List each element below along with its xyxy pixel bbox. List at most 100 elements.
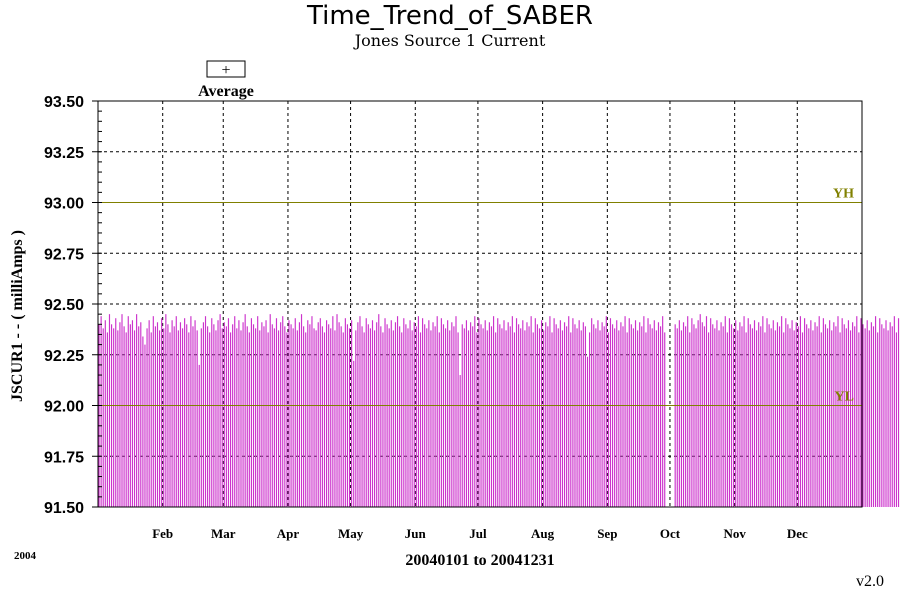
bar (626, 332, 628, 507)
x-tick-label: Mar (211, 526, 236, 541)
bar (161, 318, 163, 507)
bar (332, 316, 334, 507)
bar (361, 326, 363, 507)
bar (678, 320, 680, 507)
bar (167, 324, 169, 507)
bar (643, 316, 645, 507)
bar (722, 326, 724, 507)
bar (357, 322, 359, 507)
bar (123, 326, 125, 507)
bar (217, 320, 219, 507)
bar (814, 322, 816, 507)
x-tick-label: Dec (787, 526, 808, 541)
bar (319, 318, 321, 507)
bar (119, 322, 121, 507)
bar (194, 320, 196, 507)
bar (399, 326, 401, 507)
bar (872, 326, 875, 507)
bar (653, 320, 655, 507)
bar (507, 322, 509, 507)
bar (657, 322, 660, 507)
bar (651, 328, 653, 507)
bar (614, 328, 616, 507)
bar (689, 332, 691, 507)
bar (300, 314, 303, 507)
bar (248, 332, 250, 507)
bar (609, 318, 612, 507)
bar (883, 328, 885, 507)
bar (188, 332, 190, 507)
bar (144, 344, 146, 507)
bar (733, 328, 735, 507)
bar (154, 326, 156, 507)
bar (236, 328, 238, 507)
bar (244, 314, 246, 507)
bar (620, 322, 622, 507)
bar (376, 322, 378, 507)
bar (816, 326, 818, 507)
bar (791, 320, 793, 507)
bar (292, 328, 294, 507)
bar (597, 320, 599, 507)
bar (801, 332, 804, 507)
bar (622, 326, 624, 507)
bar (701, 322, 703, 507)
bar (561, 330, 564, 507)
bar (434, 326, 436, 507)
bar (470, 322, 472, 507)
bar (530, 316, 532, 507)
bar (693, 324, 695, 507)
bar (591, 318, 593, 507)
bar (584, 326, 586, 507)
bar (730, 324, 733, 507)
bar (480, 324, 482, 507)
x-axis-label: 20040101 to 20041231 (405, 552, 554, 569)
bar (165, 314, 167, 507)
bar (273, 328, 275, 507)
bar (743, 316, 745, 507)
bar (271, 324, 273, 507)
bar (699, 314, 701, 507)
bar (440, 318, 442, 507)
bar (129, 324, 131, 507)
bar (263, 326, 265, 507)
bar (877, 332, 879, 507)
bar (146, 328, 148, 507)
bar (751, 328, 753, 507)
bar (455, 316, 457, 507)
bar (804, 318, 806, 507)
bar (365, 318, 367, 507)
bar (756, 330, 758, 507)
bar (647, 318, 649, 507)
bar (793, 330, 795, 507)
bar (841, 318, 843, 507)
bar (486, 330, 488, 507)
bar (392, 330, 394, 507)
bar (576, 328, 578, 507)
bar (737, 330, 739, 507)
bar (705, 316, 708, 507)
x-tick-label: Feb (152, 526, 173, 541)
bar (712, 324, 714, 507)
x-tick-label: Apr (277, 526, 300, 541)
bar (559, 320, 561, 507)
bar (843, 324, 845, 507)
bar (213, 324, 215, 507)
bar (338, 322, 340, 507)
bar (511, 316, 513, 507)
bar (687, 316, 689, 507)
bar (202, 322, 204, 507)
bar (889, 322, 891, 507)
bar (275, 318, 278, 507)
bar (411, 330, 413, 507)
bar (854, 326, 856, 507)
bar (753, 320, 756, 507)
bar (549, 316, 551, 507)
bar (386, 324, 388, 507)
x-tick-label: Jul (469, 526, 487, 541)
bar (290, 324, 292, 507)
bar (102, 328, 104, 507)
bar (196, 330, 198, 507)
bar (307, 320, 309, 507)
bar (136, 314, 138, 507)
